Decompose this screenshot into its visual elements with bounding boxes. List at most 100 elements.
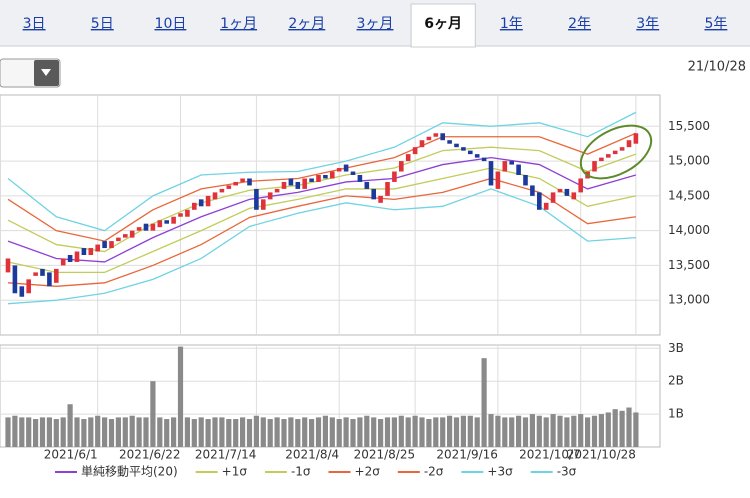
candle [54,268,59,283]
volume-bar [419,417,425,447]
volume-bar [467,415,473,447]
volume-bar [378,419,384,447]
tab[interactable]: 3年 [636,16,659,32]
candle [323,175,328,179]
volume-bar [322,415,328,447]
candle [350,171,356,175]
volume-bar [495,415,501,447]
volume-bar [488,414,494,447]
candle [164,220,169,224]
candle [219,188,225,193]
highlight-ellipse [579,124,653,180]
tab[interactable]: 5年 [704,16,727,32]
tab-bar [0,0,750,46]
candle [426,136,432,141]
volume-bar [440,417,446,447]
tab[interactable]: 6ヶ月 [424,16,462,32]
volume-bar [143,417,149,447]
x-tick-label: 2021/8/25 [354,448,416,462]
band-line [7,146,637,253]
candle [281,181,287,189]
volume-bar [253,415,259,447]
y-tick-label: 1B [668,407,684,421]
tab[interactable]: 1年 [500,16,523,32]
volume-bar [336,419,342,447]
volume-bar [288,417,294,447]
candle [212,192,218,200]
candle [502,161,508,172]
candle [371,188,376,200]
candle [523,175,528,186]
candle [447,140,452,144]
band-line [7,188,636,305]
volume-bar [157,417,163,447]
legend-label: +1σ [222,465,248,479]
volume-bar [557,415,563,447]
volume-bar [516,415,522,447]
candle [481,157,487,162]
volume-bar [405,417,411,447]
volume-bar [605,412,611,447]
candle [226,185,232,189]
active-tab [410,3,476,48]
candle [543,202,549,210]
volume-bar [398,415,404,447]
volume-bar [309,419,315,447]
candle [274,188,280,193]
candle [509,161,514,165]
tab[interactable]: 3ヶ月 [357,16,394,32]
volume-bar [26,417,32,447]
tab[interactable]: 2ヶ月 [288,16,325,32]
volume-bar [329,417,335,447]
volume-bar [543,417,549,447]
volume-bar [74,417,80,447]
volume-bar [412,415,418,447]
x-tick-label: 2021/7/14 [195,448,257,462]
tab[interactable]: 10日 [155,16,187,32]
candle [240,178,245,182]
volume-bar [536,415,542,447]
volume-bar [12,415,18,447]
volume-bar [198,417,204,447]
candle [192,202,197,210]
tab[interactable]: 3日 [23,16,46,32]
volume-bar [5,417,11,447]
candle [95,244,100,252]
candle [440,133,445,141]
candle [247,178,252,186]
candle [198,199,204,207]
candle [474,154,480,158]
volume-bar [633,412,639,447]
volume-bar [184,417,190,447]
volume-bar [205,419,211,447]
candle [157,220,163,228]
tab[interactable]: 2年 [568,16,591,32]
volume-bar [522,417,529,447]
volume-bar [371,417,377,447]
volume-bar [571,415,577,447]
candle [399,161,404,172]
volume-bar [364,415,370,447]
candle [357,175,363,182]
candle [67,255,73,262]
candle [626,140,632,148]
candle [599,157,604,162]
volume-bar [226,419,232,447]
volume-bar [509,417,515,447]
candle [102,241,107,249]
volume-bar [453,417,460,447]
volume-bar [102,417,108,447]
x-tick-label: 2021/10/28 [567,448,636,462]
band-line [7,156,637,263]
tab[interactable]: 5日 [91,16,114,32]
y-tick-label: 13,500 [668,258,710,272]
volume-bar [19,417,25,447]
x-tick-label: 2021/8/4 [285,448,339,462]
candle [309,178,314,182]
volume-bar [246,419,253,447]
candle [633,133,639,144]
volume-bar [233,419,239,447]
tab[interactable]: 1ヶ月 [220,16,257,32]
candle [47,272,52,287]
candle [109,241,114,249]
